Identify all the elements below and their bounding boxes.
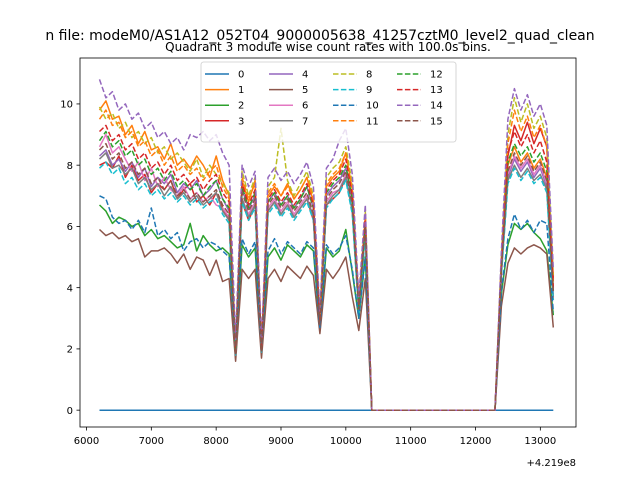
x-tick-label: 13000 [524,436,556,447]
legend-label-5: 5 [302,85,308,96]
x-tick-label: 9000 [268,436,293,447]
legend-label-7: 7 [302,116,308,127]
x-tick-label: 10000 [330,436,362,447]
y-tick-label: 10 [60,100,73,111]
legend-label-2: 2 [238,101,244,112]
series-layer [98,79,555,411]
legend-label-0: 0 [238,70,244,81]
legend-label-4: 4 [302,70,308,81]
x-tick-label: 12000 [460,436,492,447]
legend-label-6: 6 [302,101,308,112]
y-tick-label: 8 [67,161,73,172]
legend-label-14: 14 [430,101,443,112]
legend-label-3: 3 [238,116,244,127]
legend-label-10: 10 [366,101,379,112]
legend-label-15: 15 [430,116,443,127]
x-axis: 6000 7000 8000 9000 10000 11000 12000 13000 [74,427,556,447]
x-tick-label: 7000 [139,436,164,447]
x-tick-label: 6000 [74,436,99,447]
x-axis-offset-label: +4.219e8 [526,458,576,469]
legend-label-13: 13 [430,85,443,96]
series-line-10 [99,195,555,411]
legend-label-11: 11 [366,116,379,127]
y-tick-label: 6 [67,222,73,233]
y-axis: 0 2 4 6 8 10 [60,100,80,417]
legend-label-1: 1 [238,85,244,96]
y-tick-label: 4 [67,283,73,294]
y-tick-label: 0 [67,406,73,417]
legend-box [200,61,457,143]
legend-label-12: 12 [430,70,443,81]
figure-suptitle: n file: modeM0/AS1A12_052T04_9000005638_… [45,28,594,44]
legend-label-8: 8 [366,70,372,81]
series-line-15 [98,142,555,411]
chart-title: Quadrant 3 module wise count rates with … [165,40,491,54]
legend-label-9: 9 [366,85,372,96]
x-tick-label: 11000 [395,436,427,447]
x-tick-label: 8000 [203,436,228,447]
plot-frame [79,57,577,428]
y-tick-label: 2 [67,345,73,356]
